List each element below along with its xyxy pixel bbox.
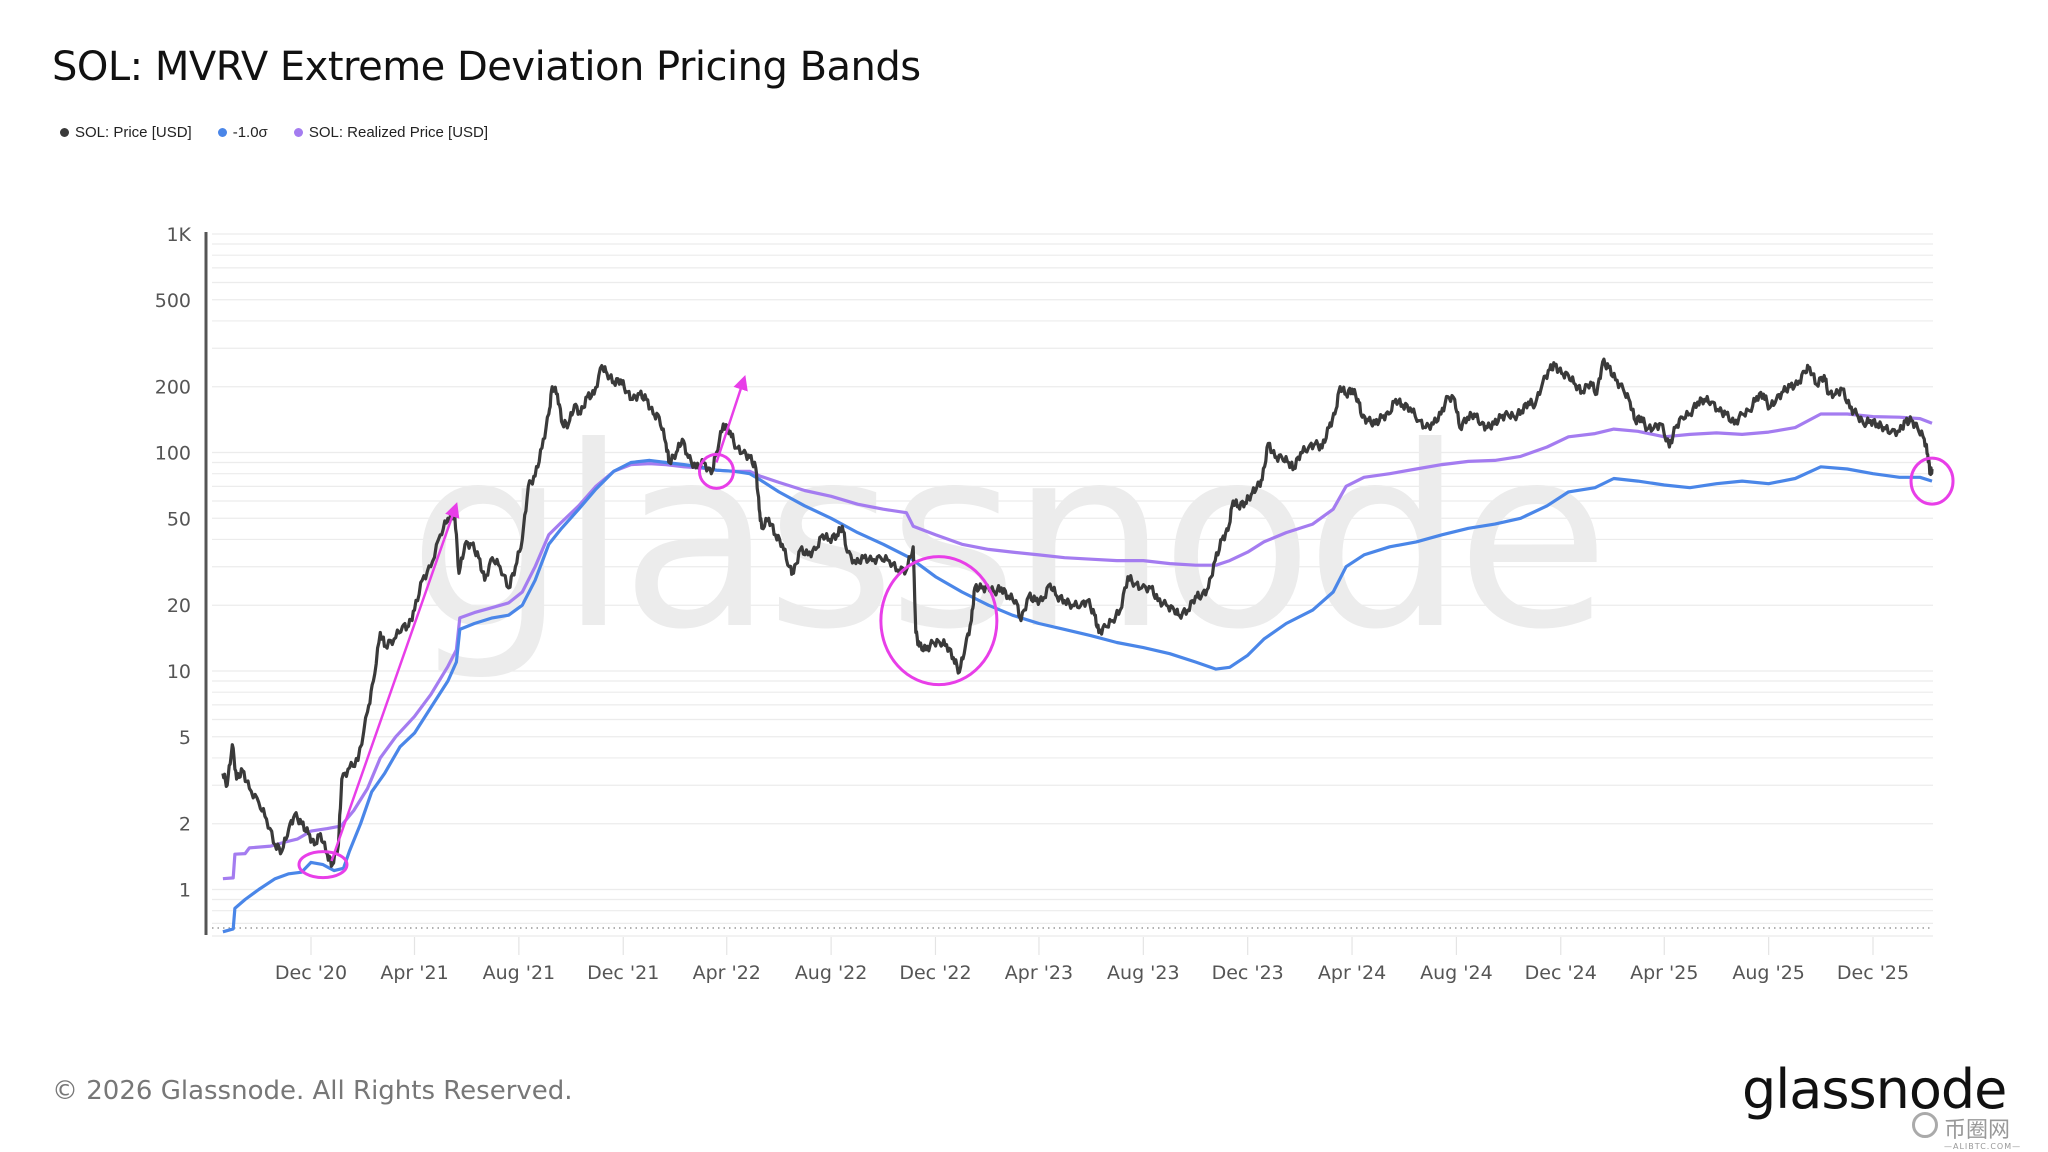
x-tick-label: Apr '23 xyxy=(1005,962,1073,984)
x-tick-label: Aug '23 xyxy=(1107,962,1180,984)
legend-dot-price xyxy=(60,128,69,137)
watermark: glassnode xyxy=(408,393,1610,684)
x-tick-label: Aug '24 xyxy=(1420,962,1493,984)
axes: 1K 500 200 100 50 20 10 5 2 1 Dec '20 Apr '21 Aug '2… xyxy=(155,224,1909,984)
annotation-circle xyxy=(697,452,735,490)
y-tick-label: 5 xyxy=(179,727,191,749)
x-tick-label: Apr '24 xyxy=(1318,962,1386,984)
series-realized-price-line xyxy=(222,412,1933,881)
copyright-footer: © 2026 Glassnode. All Rights Reserved. xyxy=(52,1076,573,1106)
grid xyxy=(212,233,1933,937)
x-tick-label: Aug '21 xyxy=(483,962,556,984)
x-tick-label: Dec '23 xyxy=(1212,962,1284,984)
chart-title: SOL: MVRV Extreme Deviation Pricing Band… xyxy=(52,44,921,90)
x-tick-label: Dec '22 xyxy=(899,962,971,984)
x-tick-label: Dec '25 xyxy=(1837,962,1909,984)
y-tick-label: 500 xyxy=(155,290,191,312)
y-tick-label: 200 xyxy=(155,377,191,399)
alibtc-watermark-sub: —ALIBTC.COM— xyxy=(1944,1142,2022,1151)
x-tick-label: Dec '20 xyxy=(275,962,347,984)
series xyxy=(221,357,1934,934)
annotation-arrow xyxy=(330,502,460,862)
glassnode-logo: glassnode xyxy=(1742,1058,2007,1121)
legend-item-minus-1-sigma[interactable]: -1.0σ xyxy=(217,124,268,141)
x-tick-label: Aug '25 xyxy=(1732,962,1805,984)
annotation-circle xyxy=(879,555,999,687)
legend-dot-minus-1-sigma xyxy=(217,128,227,137)
x-tick-label: Aug '22 xyxy=(795,962,868,984)
legend-dot-realized-price xyxy=(293,128,303,137)
legend: SOL: Price [USD] -1.0σ SOL: Realized Pri… xyxy=(60,124,488,141)
y-tick-label: 50 xyxy=(167,508,191,530)
y-tick-label: 1K xyxy=(166,224,191,246)
x-tick-label: Dec '24 xyxy=(1525,962,1597,984)
x-tick-label: Dec '21 xyxy=(587,962,659,984)
annotation-circle xyxy=(297,850,349,880)
y-tick-label: 10 xyxy=(167,661,191,683)
alibtc-logo-icon xyxy=(1912,1112,1938,1138)
alibtc-watermark-text: 币圈网 xyxy=(1944,1118,2011,1143)
y-tick-label: 2 xyxy=(179,814,191,836)
legend-item-realized-price[interactable]: SOL: Realized Price [USD] xyxy=(293,124,489,141)
annotations xyxy=(297,374,1955,880)
annotation-arrow xyxy=(715,374,748,463)
alibtc-watermark: 币圈网 —ALIBTC.COM— xyxy=(1944,1112,2021,1151)
legend-label-price: SOL: Price [USD] xyxy=(75,124,192,141)
series-price-line xyxy=(221,357,1934,868)
series-minus-1-sigma-line xyxy=(222,458,1933,934)
y-tick-label: 100 xyxy=(155,443,191,465)
legend-item-price[interactable]: SOL: Price [USD] xyxy=(60,124,192,141)
y-tick-label: 1 xyxy=(179,880,191,902)
legend-label-minus-1-sigma: -1.0σ xyxy=(232,124,268,141)
x-tick-label: Apr '21 xyxy=(380,962,448,984)
y-tick-label: 20 xyxy=(167,595,191,617)
x-tick-label: Apr '25 xyxy=(1630,962,1698,984)
x-tick-label: Apr '22 xyxy=(693,962,761,984)
legend-label-realized-price: SOL: Realized Price [USD] xyxy=(308,124,489,141)
annotation-circle xyxy=(1909,456,1955,506)
watermark-text: glassnode xyxy=(408,393,1602,684)
